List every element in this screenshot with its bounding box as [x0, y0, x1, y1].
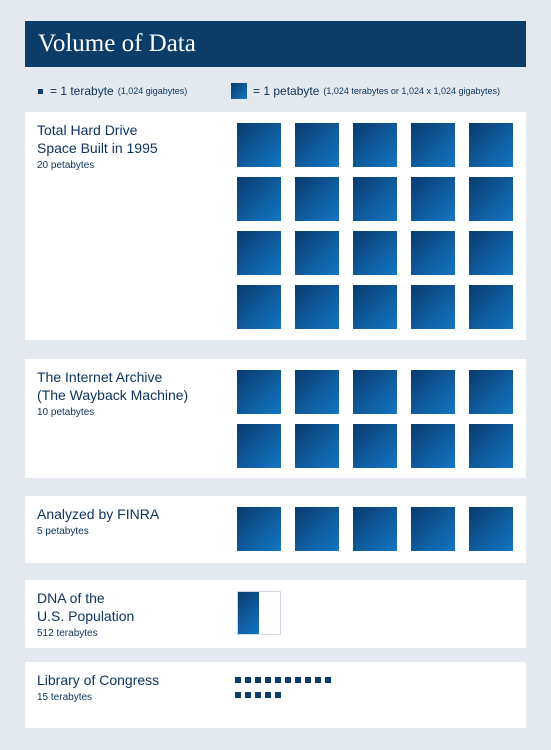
petabyte-square	[295, 177, 339, 221]
petabyte-square	[237, 370, 281, 414]
item-value-label: 512 terabytes	[37, 628, 98, 639]
petabyte-swatch	[231, 83, 247, 99]
petabyte-square	[295, 370, 339, 414]
panel-dna-us-population: DNA of the U.S. Population 512 terabytes	[25, 580, 526, 648]
item-label: Analyzed by FINRA	[37, 506, 160, 522]
terabyte-square	[235, 692, 241, 698]
item-value-label: 10 petabytes	[37, 407, 95, 418]
terabyte-square	[265, 692, 271, 698]
petabyte-square	[353, 285, 397, 329]
panel-internet-archive: The Internet Archive (The Wayback Machin…	[25, 359, 526, 478]
panel-label: Library of Congress 15 terabytes	[37, 671, 159, 705]
petabyte-square	[237, 231, 281, 275]
terabyte-square	[275, 692, 281, 698]
terabyte-square	[245, 677, 251, 683]
legend-terabyte-label: = 1 terabyte	[50, 84, 114, 98]
panel-label: Total Hard Drive Space Built in 1995 20 …	[37, 121, 158, 173]
terabyte-swatch	[38, 88, 43, 94]
item-label: The Internet Archive (The Wayback Machin…	[37, 369, 189, 403]
petabyte-square	[353, 424, 397, 468]
petabyte-square	[469, 231, 513, 275]
legend-petabyte-label: = 1 petabyte	[253, 84, 320, 98]
item-label: Total Hard Drive Space Built in 1995	[37, 122, 158, 156]
petabyte-square	[411, 123, 455, 167]
petabyte-square	[411, 285, 455, 329]
legend-item-terabyte: = 1 terabyte (1,024 gigabytes)	[38, 80, 187, 102]
petabyte-square	[469, 123, 513, 167]
partial-petabyte-fill	[238, 592, 259, 634]
petabyte-square	[469, 285, 513, 329]
terabyte-square	[275, 677, 281, 683]
petabyte-square	[295, 424, 339, 468]
petabyte-square	[295, 123, 339, 167]
petabyte-square	[353, 231, 397, 275]
terabyte-square	[285, 677, 291, 683]
panel-library-of-congress: Library of Congress 15 terabytes	[25, 662, 526, 728]
petabyte-square	[411, 177, 455, 221]
terabyte-square	[255, 677, 261, 683]
terabyte-square	[255, 692, 261, 698]
terabyte-square	[315, 677, 321, 683]
legend-terabyte-note: (1,024 gigabytes)	[117, 86, 188, 96]
petabyte-square	[353, 370, 397, 414]
item-value-label: 15 terabytes	[37, 692, 93, 703]
petabyte-square	[237, 424, 281, 468]
chart-title: Volume of Data	[25, 21, 526, 67]
petabyte-square	[237, 123, 281, 167]
item-value-label: 5 petabytes	[37, 526, 89, 537]
petabyte-square	[237, 507, 281, 551]
panel-hard-drive-1995: Total Hard Drive Space Built in 1995 20 …	[25, 112, 526, 340]
legend-petabyte-note: (1,024 terabytes or 1,024 x 1,024 gigaby…	[323, 86, 501, 96]
item-label: Library of Congress	[37, 672, 160, 688]
petabyte-square	[411, 507, 455, 551]
petabyte-square	[353, 507, 397, 551]
petabyte-square	[411, 370, 455, 414]
item-label: DNA of the U.S. Population	[37, 590, 135, 624]
partial-petabyte-square	[237, 591, 281, 635]
legend-item-petabyte: = 1 petabyte (1,024 terabytes or 1,024 x…	[231, 80, 500, 102]
legend: = 1 terabyte (1,024 gigabytes) = 1 petab…	[25, 80, 535, 102]
petabyte-square	[295, 231, 339, 275]
panel-label: Analyzed by FINRA 5 petabytes	[37, 505, 159, 539]
petabyte-square	[237, 177, 281, 221]
petabyte-square	[353, 123, 397, 167]
petabyte-square	[295, 285, 339, 329]
petabyte-square	[353, 177, 397, 221]
terabyte-square	[295, 677, 301, 683]
petabyte-square	[469, 424, 513, 468]
terabyte-square	[235, 677, 241, 683]
terabyte-square	[265, 677, 271, 683]
panel-finra: Analyzed by FINRA 5 petabytes	[25, 496, 526, 563]
terabyte-square	[325, 677, 331, 683]
panel-label: The Internet Archive (The Wayback Machin…	[37, 368, 188, 420]
terabyte-square	[305, 677, 311, 683]
petabyte-square	[411, 231, 455, 275]
petabyte-square	[469, 370, 513, 414]
petabyte-square	[295, 507, 339, 551]
petabyte-square	[411, 424, 455, 468]
petabyte-square	[469, 177, 513, 221]
petabyte-square	[237, 285, 281, 329]
item-value-label: 20 petabytes	[37, 160, 95, 171]
petabyte-square	[469, 507, 513, 551]
panel-label: DNA of the U.S. Population 512 terabytes	[37, 589, 134, 641]
terabyte-square	[245, 692, 251, 698]
